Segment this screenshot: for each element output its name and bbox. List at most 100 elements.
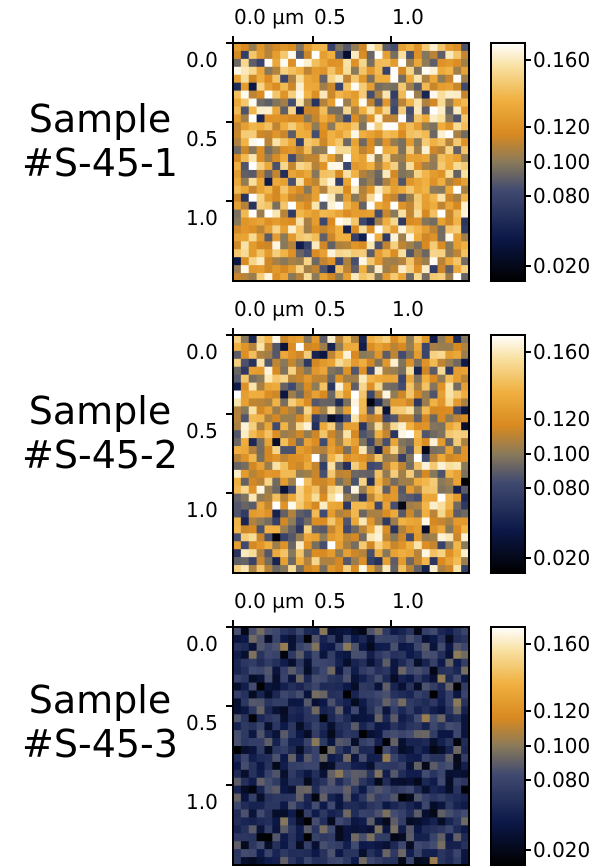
heatmap-cell [256,454,265,463]
heatmap-cell [303,66,313,76]
heatmap-cell [406,541,415,550]
heatmap-cell [256,849,265,858]
heatmap-cell [382,642,391,652]
heatmap-cell [272,753,281,763]
heatmap-cell [288,825,297,834]
heatmap-cell [445,541,454,550]
heatmap-cell [374,146,383,155]
heatmap-cell [366,650,375,660]
heatmap-cell [295,517,305,526]
heatmap-cell [233,265,242,274]
heatmap-cell [272,58,281,68]
heatmap-cell [453,454,462,463]
heatmap-cell [248,517,257,526]
heatmap-cell [288,801,297,810]
heatmap-cell [303,666,313,675]
heatmap-cell [280,634,289,644]
heatmap-cell [413,557,423,566]
heatmap-cell [413,634,423,644]
heatmap-cell [437,817,446,826]
heatmap-cell [327,849,336,858]
heatmap-cell [445,666,454,675]
heatmap-cell [335,241,344,250]
heatmap-cell [264,82,273,91]
heatmap-cell [453,257,462,266]
heatmap-cell [264,185,273,195]
heatmap-cell [374,265,383,274]
heatmap-cell [366,225,375,234]
heatmap-cell [390,193,399,203]
heatmap-cell [382,706,391,715]
heatmap-cell [437,682,446,691]
heatmap-cell [233,374,242,383]
heatmap-cell [264,746,273,755]
heatmap-cell [366,690,375,699]
heatmap-cell [295,446,305,455]
heatmap-cell [421,154,431,163]
heatmap-cell [398,241,407,250]
heatmap-cell [382,801,391,810]
heatmap-cell [295,130,305,139]
heatmap-cell [429,169,438,179]
heatmap-cell [421,358,431,368]
heatmap-cell [429,98,438,107]
heatmap-cell [382,485,391,495]
heatmap-cell [288,793,297,802]
heatmap-cell [429,162,438,171]
heatmap-cell [288,257,297,266]
heatmap-cell [382,249,391,258]
heatmap-cell [256,801,265,810]
heatmap-cell [358,446,368,455]
heatmap-cell [343,146,352,155]
colorbar-tick-label: 0.120 [533,115,590,139]
heatmap-cell [303,817,313,826]
heatmap-cell [461,122,470,131]
heatmap-cell [311,138,320,147]
heatmap-cell [374,430,383,439]
heatmap-cell [295,438,305,447]
heatmap-cell [366,461,375,471]
heatmap-cell [295,825,305,834]
heatmap-cell [319,358,328,368]
heatmap-cell [311,690,320,699]
heatmap-cell [264,273,273,282]
heatmap-cell [319,493,328,502]
heatmap-cell [343,801,352,810]
heatmap-cell [382,833,391,842]
heatmap-cell [429,565,438,574]
heatmap-cell [303,50,313,60]
heatmap-cell [461,761,470,771]
heatmap-cell [248,634,257,644]
heatmap-cell [343,50,352,60]
heatmap-cell [406,682,415,691]
heatmap-cell [256,106,265,115]
heatmap-cell [256,509,265,518]
heatmap-cell [288,446,297,455]
heatmap-cell [311,525,320,534]
heatmap-cell [248,469,257,479]
heatmap-cell [303,217,313,226]
heatmap-cell [351,493,360,502]
heatmap-cell [453,509,462,518]
heatmap-cell [319,162,328,171]
heatmap-cell [421,825,431,834]
heatmap-cell [280,801,289,810]
heatmap-cell [406,98,415,107]
heatmap-cell [303,461,313,471]
heatmap-cell [398,714,407,723]
heatmap-cell [240,273,250,282]
heatmap-cell [421,698,431,707]
heatmap-cell [406,241,415,250]
heatmap-cell [358,557,368,566]
heatmap-cell [382,106,391,115]
heatmap-cell [421,162,431,171]
heatmap-cell [303,58,313,68]
colorbar-tick-label: 0.020 [533,838,590,862]
heatmap-cell [351,722,360,731]
heatmap-cell [272,746,281,755]
heatmap-cell [351,146,360,155]
heatmap-cell [319,154,328,163]
heatmap-cell [429,682,438,691]
heatmap-cell [437,162,446,171]
heatmap-cell [272,722,281,731]
